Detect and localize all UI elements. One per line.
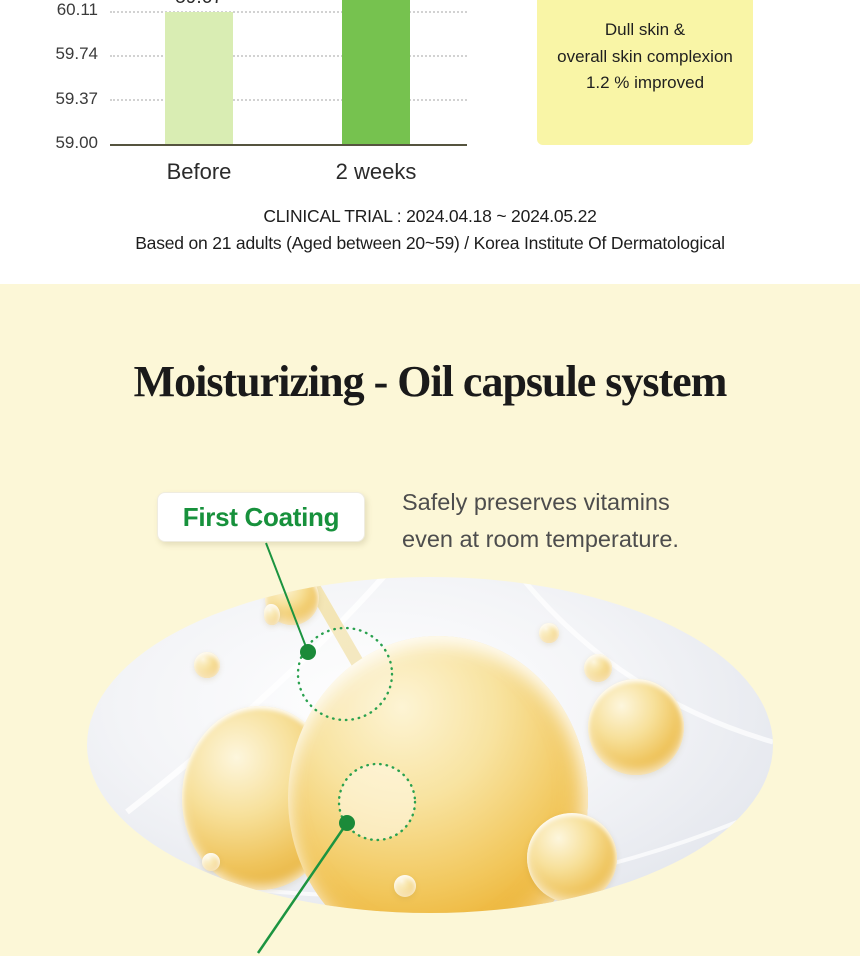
y-axis-tick: 59.74 (55, 44, 98, 63)
oil-capsule-bubble-small (539, 623, 559, 643)
description-line: Safely preserves vitamins (402, 489, 670, 515)
oil-droplet (264, 604, 280, 625)
clinical-trial-basis: Based on 21 adults (Aged between 20~59) … (135, 233, 725, 253)
oil-capsule-bubble-small (394, 875, 416, 897)
x-label-before: Before (166, 159, 232, 184)
x-axis-line (110, 144, 467, 146)
trial-result-box: Dull skin & overall skin complexion 1.2 … (537, 0, 753, 145)
first-coating-callout-box: First Coating (157, 492, 365, 542)
gridline (110, 99, 467, 101)
oil-capsule-bubble-small (194, 652, 220, 678)
description-line: even at room temperature. (402, 526, 679, 552)
result-line: Dull skin & (604, 20, 686, 39)
y-axis-tick: 59.37 (55, 89, 98, 108)
oil-capsule-bubble-small (584, 654, 612, 682)
oil-capsule-bubble (527, 813, 617, 903)
clinical-trial-period: CLINICAL TRIAL : 2024.04.18 ~ 2024.05.22 (263, 206, 597, 226)
gridline (110, 11, 467, 13)
bar-value-label-partial: 59.67 (159, 0, 239, 9)
clinical-chart-section: 60.11 59.74 59.37 59.00 59.67 Before 2 w… (0, 0, 860, 284)
bar-before (165, 12, 233, 144)
first-coating-label: First Coating (182, 501, 340, 532)
gridline (110, 55, 467, 57)
oil-capsule-bubble (588, 679, 684, 775)
y-axis-tick: 60.11 (56, 0, 98, 19)
result-line: overall skin complexion (557, 46, 733, 66)
bar-2weeks (342, 0, 410, 144)
result-line: 1.2 % improved (585, 73, 705, 92)
first-coating-description: Safely preserves vitamins even at room t… (402, 484, 679, 558)
y-axis-tick: 59.00 (55, 133, 98, 152)
moisturizing-section: Moisturizing - Oil capsule system First … (0, 284, 860, 956)
x-label-2weeks: 2 weeks (335, 159, 417, 184)
oil-capsule-photo (87, 577, 773, 913)
section-title: Moisturizing - Oil capsule system (133, 357, 728, 406)
oil-capsule-bubble-small (202, 853, 220, 871)
